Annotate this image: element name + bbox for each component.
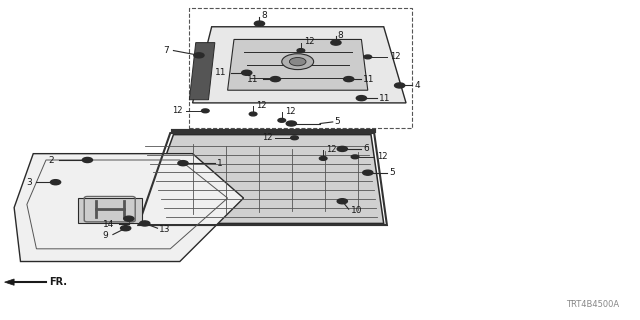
Circle shape	[291, 136, 298, 140]
Text: 12: 12	[256, 100, 267, 110]
Text: 5: 5	[389, 168, 395, 177]
Circle shape	[202, 109, 209, 113]
Text: 12: 12	[326, 145, 337, 154]
Circle shape	[286, 121, 296, 126]
Text: 5: 5	[335, 117, 340, 126]
Text: 1: 1	[217, 159, 223, 168]
Text: 12: 12	[390, 52, 401, 61]
Text: 6: 6	[364, 144, 369, 153]
Text: 13: 13	[159, 225, 171, 234]
Text: 11: 11	[215, 68, 227, 77]
Text: 8: 8	[338, 31, 344, 40]
Circle shape	[278, 118, 285, 122]
Text: 8: 8	[261, 11, 267, 20]
Circle shape	[351, 155, 359, 159]
Text: 2: 2	[49, 156, 54, 164]
Circle shape	[356, 96, 367, 101]
Circle shape	[289, 58, 306, 66]
Text: 12: 12	[285, 107, 296, 116]
Text: 10: 10	[351, 206, 362, 215]
Circle shape	[120, 226, 131, 231]
Text: 7: 7	[163, 46, 169, 55]
Text: 12: 12	[304, 37, 315, 46]
Bar	[78, 198, 141, 223]
Circle shape	[319, 156, 327, 160]
Text: 12: 12	[378, 152, 388, 161]
Polygon shape	[4, 279, 14, 285]
Text: TRT4B4500A: TRT4B4500A	[566, 300, 620, 309]
Circle shape	[282, 54, 314, 69]
Circle shape	[194, 53, 204, 58]
Text: 14: 14	[104, 220, 115, 228]
Circle shape	[297, 49, 305, 52]
Text: 11: 11	[380, 94, 391, 103]
Text: 4: 4	[414, 81, 420, 90]
Polygon shape	[189, 43, 215, 100]
Circle shape	[363, 170, 373, 175]
Circle shape	[394, 83, 404, 88]
Text: 9: 9	[102, 231, 108, 240]
Text: 12: 12	[173, 106, 183, 115]
Polygon shape	[14, 154, 244, 261]
Circle shape	[242, 70, 252, 75]
Circle shape	[249, 112, 257, 116]
Circle shape	[140, 221, 150, 226]
Circle shape	[270, 76, 280, 82]
Text: 11: 11	[364, 75, 375, 84]
Circle shape	[254, 21, 264, 26]
Circle shape	[337, 199, 348, 204]
Text: 3: 3	[26, 178, 32, 187]
Circle shape	[51, 180, 61, 185]
Circle shape	[331, 40, 341, 45]
Text: FR.: FR.	[49, 277, 67, 287]
Circle shape	[337, 146, 348, 151]
Circle shape	[83, 157, 93, 163]
Circle shape	[124, 216, 134, 221]
Circle shape	[364, 55, 372, 59]
Text: 11: 11	[246, 75, 258, 84]
Text: 12: 12	[262, 133, 272, 142]
Polygon shape	[141, 135, 384, 223]
Polygon shape	[228, 39, 368, 90]
Polygon shape	[193, 27, 406, 103]
Circle shape	[344, 76, 354, 82]
Circle shape	[178, 161, 188, 166]
